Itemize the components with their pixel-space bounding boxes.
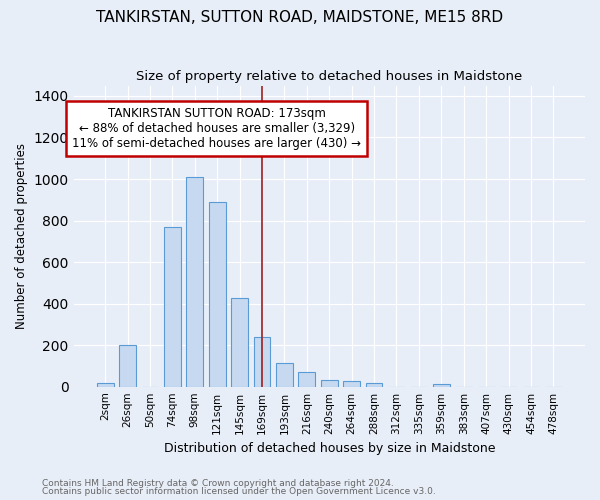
Bar	[209, 202, 226, 386]
Bar	[231, 298, 248, 386]
Bar	[298, 372, 315, 386]
X-axis label: Distribution of detached houses by size in Maidstone: Distribution of detached houses by size …	[164, 442, 495, 455]
Bar	[97, 382, 113, 386]
Bar	[321, 380, 338, 386]
Bar	[343, 382, 360, 386]
Bar	[365, 383, 382, 386]
Title: Size of property relative to detached houses in Maidstone: Size of property relative to detached ho…	[136, 70, 523, 83]
Bar	[254, 337, 271, 386]
Bar	[164, 227, 181, 386]
Text: Contains public sector information licensed under the Open Government Licence v3: Contains public sector information licen…	[42, 487, 436, 496]
Bar	[433, 384, 450, 386]
Bar	[276, 363, 293, 386]
Text: TANKIRSTAN SUTTON ROAD: 173sqm
← 88% of detached houses are smaller (3,329)
11% : TANKIRSTAN SUTTON ROAD: 173sqm ← 88% of …	[72, 106, 361, 150]
Y-axis label: Number of detached properties: Number of detached properties	[15, 143, 28, 329]
Text: Contains HM Land Registry data © Crown copyright and database right 2024.: Contains HM Land Registry data © Crown c…	[42, 478, 394, 488]
Text: TANKIRSTAN, SUTTON ROAD, MAIDSTONE, ME15 8RD: TANKIRSTAN, SUTTON ROAD, MAIDSTONE, ME15…	[97, 10, 503, 25]
Bar	[187, 177, 203, 386]
Bar	[119, 345, 136, 387]
